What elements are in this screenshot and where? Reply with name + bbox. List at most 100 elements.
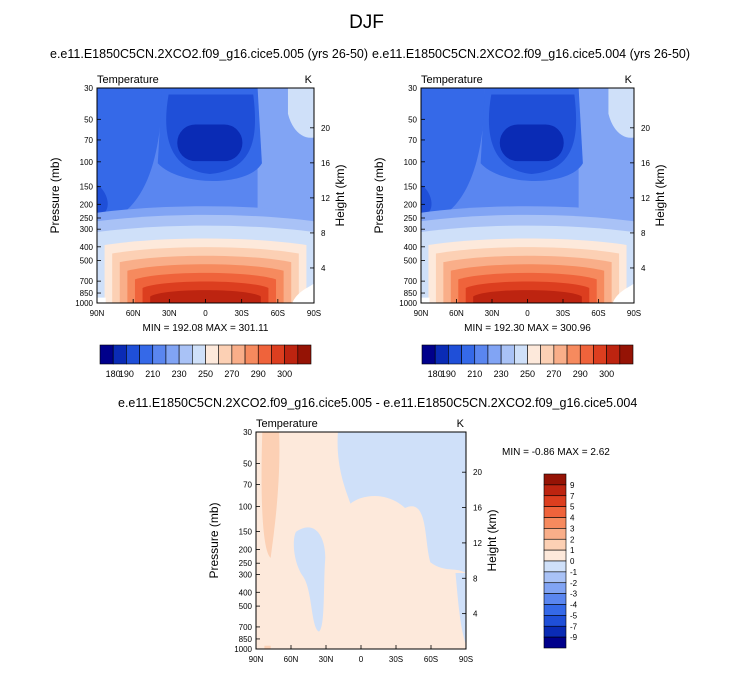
x-tick-label: 30S xyxy=(235,309,249,318)
contour-band xyxy=(177,124,243,162)
x-tick-label: 60S xyxy=(591,309,605,318)
colorbar-swatch xyxy=(566,344,581,365)
y-tick-label: 200 xyxy=(239,545,253,554)
colorbar-swatch xyxy=(543,604,567,616)
colorbar-swatch xyxy=(593,344,607,365)
contour-band xyxy=(293,527,326,632)
x-tick-label: 90N xyxy=(414,309,429,318)
colorbar-swatch xyxy=(606,344,621,365)
colorbar-swatch xyxy=(297,344,312,365)
y-right-tick-label: 20 xyxy=(641,124,650,133)
y-tick-label: 300 xyxy=(239,570,253,579)
y-tick-label: 30 xyxy=(408,84,417,93)
x-tick-label: 0 xyxy=(525,309,530,318)
panel-diff-axes: Temperature K1000850700500400300250200150… xyxy=(207,418,610,664)
y-right-tick-label: 8 xyxy=(321,229,326,238)
x-tick-label: 60S xyxy=(424,655,438,664)
colorbar-swatch xyxy=(284,344,299,365)
colorbar-label: 180 xyxy=(106,369,121,379)
y-tick-label: 850 xyxy=(404,289,418,298)
y-tick-label: 200 xyxy=(80,200,94,209)
colorbar-label: 230 xyxy=(494,369,509,379)
contour-band xyxy=(287,88,314,138)
panel-left-subtitle: e.e11.E1850C5CN.2XCO2.f09_g16.cice5.005 … xyxy=(50,47,369,61)
colorbar-swatch xyxy=(244,344,259,365)
y-right-tick-label: 16 xyxy=(321,159,330,168)
y-right-tick-label: 20 xyxy=(473,468,482,477)
colorbar-swatch xyxy=(543,495,567,507)
colorbar-swatch xyxy=(543,582,567,594)
colorbar-label: 300 xyxy=(277,369,292,379)
contour-band xyxy=(421,88,485,222)
colorbar-swatch xyxy=(434,344,449,365)
x-tick-label: 60S xyxy=(271,309,285,318)
contour-band xyxy=(264,645,271,649)
colorbar-swatch xyxy=(421,344,436,365)
colorbar-label: 1 xyxy=(570,546,575,555)
colorbar-swatch xyxy=(139,344,154,365)
colorbar-label: -7 xyxy=(570,622,578,631)
contour-band xyxy=(150,290,261,303)
colorbar-label: -2 xyxy=(570,579,578,588)
colorbar-swatch xyxy=(543,593,567,605)
y-tick-label: 1000 xyxy=(399,299,417,308)
colorbar-swatch xyxy=(205,344,219,365)
x-tick-label: 90N xyxy=(90,309,105,318)
colorbar-swatch xyxy=(448,344,462,365)
colorbar-label: 290 xyxy=(251,369,266,379)
colorbar-swatch xyxy=(543,549,567,562)
y-right-tick-label: 20 xyxy=(321,124,330,133)
y-axis-label: Pressure (mb) xyxy=(48,157,62,233)
colorbar-swatch xyxy=(543,517,567,529)
x-tick-label: 0 xyxy=(203,309,208,318)
y-right-tick-label: 8 xyxy=(473,574,478,583)
y-tick-label: 850 xyxy=(80,289,94,298)
contour-band xyxy=(421,297,430,303)
y-tick-label: 100 xyxy=(80,158,94,167)
figure-title: DJF xyxy=(349,12,384,33)
y-right-tick-label: 12 xyxy=(321,194,330,203)
y-right-axis-label: Height (km) xyxy=(485,509,499,571)
colorbar-label: 270 xyxy=(546,369,561,379)
colorbar-label: -3 xyxy=(570,590,578,599)
colorbar-label: 230 xyxy=(172,369,187,379)
colorbar-swatch xyxy=(165,344,180,365)
colorbar-swatch xyxy=(461,344,476,365)
colorbar-swatch xyxy=(619,344,634,365)
panel-right-axes: Temperature K1000850700500400300250200150… xyxy=(372,74,667,334)
y-right-tick-label: 4 xyxy=(641,264,646,273)
colorbar-label: 0 xyxy=(570,557,575,566)
units-label: K xyxy=(457,418,465,430)
colorbar-label: 270 xyxy=(224,369,239,379)
colorbar-label: 9 xyxy=(570,481,575,490)
x-tick-label: 90N xyxy=(249,655,264,664)
y-tick-label: 300 xyxy=(404,225,418,234)
colorbar-label: 4 xyxy=(570,514,575,523)
x-tick-label: 30N xyxy=(485,309,500,318)
y-tick-label: 300 xyxy=(80,225,94,234)
y-tick-label: 70 xyxy=(243,480,252,489)
colorbar-swatch xyxy=(112,344,127,365)
y-tick-label: 700 xyxy=(404,277,418,286)
y-tick-label: 250 xyxy=(404,214,418,223)
y-tick-label: 400 xyxy=(404,243,418,252)
y-tick-label: 850 xyxy=(239,635,253,644)
y-right-axis-label: Height (km) xyxy=(653,164,667,226)
colorbar-swatch xyxy=(543,571,567,584)
y-tick-label: 100 xyxy=(404,158,418,167)
y-tick-label: 500 xyxy=(80,257,94,266)
colorbar-swatch xyxy=(543,560,567,573)
y-right-tick-label: 4 xyxy=(473,610,478,619)
x-tick-label: 60N xyxy=(449,309,464,318)
y-right-axis-label: Height (km) xyxy=(333,164,347,226)
contour-band xyxy=(455,573,466,645)
y-tick-label: 70 xyxy=(408,136,417,145)
colorbar-label: -1 xyxy=(570,568,578,577)
colorbar-swatch xyxy=(543,636,567,649)
contour-band xyxy=(292,283,314,303)
y-tick-label: 200 xyxy=(404,200,418,209)
colorbar-swatch xyxy=(257,344,272,365)
y-tick-label: 30 xyxy=(243,428,252,437)
panel-right-subtitle: e.e11.E1850C5CN.2XCO2.f09_g16.cice5.004 … xyxy=(372,47,691,61)
